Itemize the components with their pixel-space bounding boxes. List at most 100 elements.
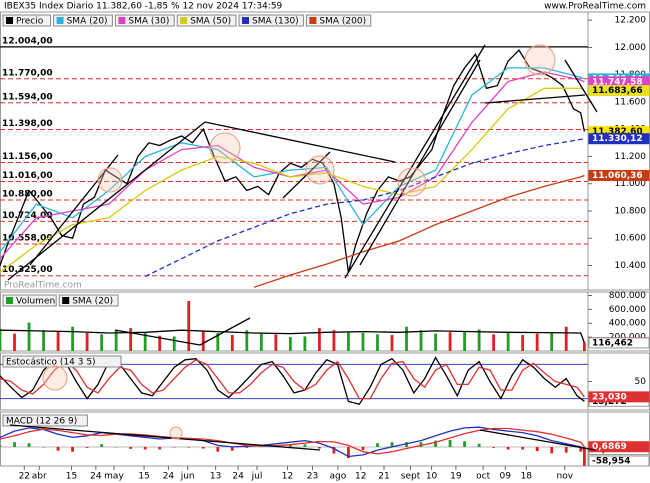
value-tag-label: 116,462 bbox=[592, 338, 633, 348]
bar bbox=[100, 444, 104, 447]
annotations bbox=[7, 44, 598, 451]
bar bbox=[85, 332, 89, 351]
y-tick-label: 800.000 bbox=[609, 291, 646, 301]
x-tick-label: may bbox=[104, 472, 124, 482]
bar bbox=[521, 335, 525, 351]
legend-box bbox=[2, 14, 52, 27]
legend-swatch bbox=[242, 17, 249, 24]
bar bbox=[27, 443, 31, 447]
legend-box bbox=[2, 414, 88, 427]
bar bbox=[448, 439, 452, 447]
x-tick-label: 15 bbox=[138, 472, 149, 482]
value-tag-label: -58,954 bbox=[592, 457, 630, 467]
series-line bbox=[144, 138, 585, 277]
bar bbox=[318, 328, 321, 351]
legend-swatch bbox=[56, 17, 64, 24]
bar bbox=[158, 335, 162, 351]
watermark: ProRealTime.com bbox=[4, 281, 82, 291]
bar bbox=[376, 443, 379, 447]
y-tick-label: 50 bbox=[635, 377, 647, 387]
x-tick-label: jul bbox=[251, 472, 263, 482]
bar bbox=[216, 446, 220, 452]
x-tick-label: 12 bbox=[282, 472, 293, 482]
x-tick-label: 21 bbox=[378, 472, 389, 482]
x-tick-label: 19 bbox=[450, 472, 462, 482]
bar bbox=[85, 446, 89, 448]
bar bbox=[405, 442, 408, 447]
bar bbox=[582, 446, 586, 466]
bar bbox=[100, 334, 104, 351]
bar bbox=[535, 446, 539, 452]
x-tick-label: 12 bbox=[355, 472, 366, 482]
bar bbox=[201, 446, 205, 449]
level-label: 11.156,00 bbox=[2, 152, 53, 162]
value-tag-label: 11.382,60 bbox=[592, 127, 643, 137]
level-label: 11.770,00 bbox=[2, 68, 53, 78]
bar bbox=[564, 446, 568, 453]
legend-box bbox=[238, 14, 304, 27]
bar bbox=[114, 446, 118, 448]
bar bbox=[143, 332, 147, 351]
bar bbox=[288, 337, 292, 351]
bar bbox=[477, 329, 481, 351]
legend-label: SMA (50) bbox=[190, 17, 231, 27]
bar bbox=[129, 328, 133, 351]
legend-label: MACD (12 26 9) bbox=[6, 417, 77, 427]
bar bbox=[56, 446, 60, 451]
bar bbox=[187, 446, 191, 448]
value-tag bbox=[588, 133, 650, 145]
bar bbox=[506, 332, 510, 351]
legend-label: SMA (200) bbox=[319, 17, 366, 27]
bar bbox=[230, 446, 234, 451]
bar bbox=[158, 446, 162, 450]
bar bbox=[582, 342, 586, 351]
x-tick-label: 24 bbox=[232, 472, 244, 482]
bar bbox=[172, 446, 176, 448]
bar bbox=[187, 301, 191, 351]
bar bbox=[361, 332, 365, 351]
bar bbox=[13, 442, 16, 447]
bar bbox=[0, 445, 2, 447]
legend-swatch bbox=[309, 17, 317, 24]
series-line bbox=[0, 427, 585, 455]
x-tick-label: oct bbox=[476, 472, 490, 482]
bar bbox=[201, 331, 205, 351]
x-tick-label: 10 bbox=[426, 472, 438, 482]
legend-swatch bbox=[180, 17, 188, 24]
legend-box bbox=[58, 294, 119, 307]
value-tag bbox=[588, 441, 650, 453]
legend-swatch bbox=[6, 17, 13, 24]
bar bbox=[419, 442, 423, 447]
legend-label: SMA (20) bbox=[67, 17, 108, 27]
bar bbox=[405, 326, 408, 351]
bar bbox=[288, 444, 292, 447]
legend-label: Volumen bbox=[16, 297, 55, 307]
x-tick-label: 24 bbox=[163, 472, 175, 482]
legend-label: SMA (30) bbox=[128, 17, 169, 27]
header-site: www.ProRealTime.com bbox=[544, 2, 646, 12]
header-title: IBEX35 Index Diario 11.382,60 -1,85 % 12… bbox=[4, 2, 283, 12]
series-line bbox=[0, 67, 585, 253]
x-tick-label: 13 bbox=[210, 472, 221, 482]
bar bbox=[71, 446, 74, 452]
bar bbox=[129, 446, 133, 449]
x-tick-label: 18 bbox=[521, 472, 533, 482]
bar bbox=[506, 446, 510, 450]
series-line bbox=[0, 49, 586, 273]
legend-box bbox=[305, 14, 372, 27]
bar bbox=[434, 440, 437, 447]
value-tag bbox=[588, 337, 650, 349]
legend-swatch bbox=[118, 17, 126, 24]
bar bbox=[492, 446, 496, 448]
bar bbox=[303, 336, 307, 351]
y-tick-label: 11.000 bbox=[615, 179, 647, 189]
bar bbox=[492, 334, 496, 351]
bar bbox=[172, 336, 176, 351]
bar bbox=[463, 331, 466, 351]
bar bbox=[42, 446, 45, 448]
bar bbox=[230, 335, 234, 351]
x-tick-label: nov bbox=[556, 472, 573, 482]
bar bbox=[71, 326, 74, 351]
series-line bbox=[253, 174, 585, 288]
value-tag-label: 11.747,58 bbox=[592, 77, 643, 87]
